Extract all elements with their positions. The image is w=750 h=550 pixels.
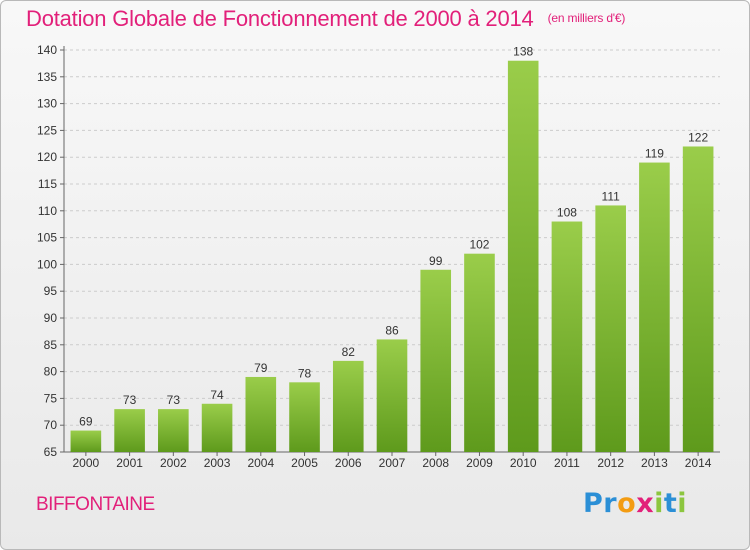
data-label: 73: [167, 393, 181, 407]
data-label: 119: [645, 147, 664, 161]
x-tick-label: 2010: [510, 456, 537, 470]
data-label: 82: [342, 345, 356, 359]
y-tick-label: 95: [44, 284, 58, 298]
commune-name: BIFFONTAINE: [36, 494, 155, 515]
data-label: 138: [513, 45, 533, 59]
bar: [682, 146, 714, 453]
x-tick-label: 2012: [597, 456, 624, 470]
data-label: 73: [123, 393, 137, 407]
bar: [70, 430, 102, 452]
bar: [507, 60, 539, 452]
logo-letter: x: [636, 488, 655, 519]
y-tick-label: 75: [44, 391, 58, 405]
x-tick-label: 2003: [204, 456, 231, 470]
bar: [114, 409, 145, 452]
bar: [376, 339, 408, 452]
x-tick-label: 2014: [685, 456, 712, 470]
data-label: 86: [385, 323, 399, 337]
y-tick-label: 80: [44, 365, 58, 379]
y-tick-label: 135: [37, 70, 57, 84]
logo-letter: t: [663, 488, 678, 519]
x-tick-label: 2008: [422, 456, 449, 470]
bar: [201, 403, 233, 452]
data-label: 122: [688, 130, 708, 144]
bar: [245, 376, 277, 452]
bar: [464, 253, 495, 452]
data-label: 79: [254, 361, 268, 375]
logo-letter: i: [677, 488, 688, 519]
x-tick-label: 2005: [291, 456, 318, 470]
y-tick-label: 125: [37, 123, 57, 137]
x-tick-label: 2006: [335, 456, 362, 470]
y-tick-label: 105: [37, 231, 57, 245]
logo-letter: o: [617, 488, 637, 519]
x-tick-label: 2001: [116, 456, 143, 470]
data-label: 74: [210, 388, 224, 402]
y-tick-label: 140: [37, 43, 57, 57]
y-tick-label: 110: [38, 204, 57, 218]
x-tick-label: 2000: [73, 456, 100, 470]
proxiti-logo: Proxiti: [583, 488, 687, 519]
bar: [158, 409, 189, 452]
y-tick-label: 100: [37, 257, 57, 271]
chart-title-text: Dotation Globale de Fonctionnement de 20…: [26, 6, 534, 31]
x-tick-label: 2009: [466, 456, 493, 470]
y-tick-label: 85: [44, 338, 58, 352]
y-tick-label: 65: [44, 445, 58, 459]
data-label: 102: [469, 238, 489, 252]
data-label: 99: [429, 254, 443, 268]
data-label: 69: [79, 415, 93, 429]
chart-unit: (en milliers d'€): [547, 11, 626, 25]
logo-letter: r: [603, 488, 618, 519]
y-tick-label: 130: [37, 97, 57, 111]
y-tick-label: 90: [44, 311, 58, 325]
data-label: 108: [557, 206, 577, 220]
x-tick-label: 2013: [641, 456, 668, 470]
x-tick-label: 2011: [554, 456, 580, 470]
logo-letter: P: [583, 488, 604, 519]
y-tick-label: 120: [37, 150, 57, 164]
x-tick-label: 2002: [160, 456, 187, 470]
bar: [289, 382, 320, 452]
bar: [332, 360, 364, 452]
bars: [70, 60, 714, 453]
data-label: 78: [298, 366, 312, 380]
bar: [595, 205, 626, 452]
bar: [551, 221, 583, 452]
x-tick-label: 2004: [247, 456, 274, 470]
labels: 2000 69 2001 73 2002 73 2003 74 2004 79 2005 78 2006…: [73, 45, 712, 470]
bar: [420, 269, 452, 452]
logo-letter: i: [654, 488, 664, 519]
data-label: 111: [602, 189, 621, 203]
x-tick-label: 2007: [379, 456, 406, 470]
y-tick-label: 70: [44, 418, 58, 432]
bar: [639, 162, 670, 452]
chart-title: Dotation Globale de Fonctionnement de 20…: [26, 6, 625, 32]
y-tick-label: 115: [38, 177, 57, 191]
